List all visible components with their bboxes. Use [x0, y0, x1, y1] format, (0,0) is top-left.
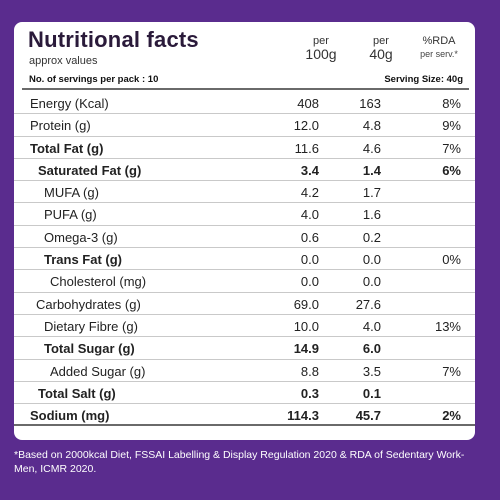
value-rda: 7% [442, 363, 461, 379]
value-rda: 0% [442, 252, 461, 268]
value-per-40g: 6.0 [362, 341, 381, 357]
value-per-100g: 4.0 [300, 207, 319, 223]
value-per-40g: 0.0 [362, 252, 381, 268]
nutrient-label: MUFA (g) [44, 185, 99, 201]
column-header-rda-line2: per serv.* [420, 49, 458, 59]
table-row: Energy (Kcal) 408 163 8% [14, 92, 475, 115]
table-row: Added Sugar (g) 8.8 3.5 7% [14, 360, 475, 382]
value-rda: 9% [442, 118, 461, 134]
table-row: Trans Fat (g) 0.0 0.0 0% [14, 248, 475, 271]
nutrient-label: Total Fat (g) [30, 140, 104, 156]
value-per-40g: 1.6 [362, 207, 381, 223]
servings-per-pack: No. of servings per pack : 10 [29, 74, 159, 85]
column-header-rda: %RDA per serv.* [410, 35, 468, 61]
value-per-100g: 8.8 [300, 363, 319, 379]
value-per-40g: 45.7 [355, 408, 381, 424]
column-header-per-100g-line1: per [313, 35, 329, 47]
column-header-per-40g: per 40g [356, 35, 406, 61]
nutrient-label: Saturated Fat (g) [38, 162, 142, 178]
value-per-100g: 69.0 [293, 296, 319, 312]
table-row: MUFA (g) 4.2 1.7 [14, 181, 475, 204]
value-per-100g: 0.0 [300, 252, 319, 268]
value-per-40g: 27.6 [355, 296, 381, 312]
nutrient-label: Total Salt (g) [38, 385, 116, 401]
nutrient-label: Energy (Kcal) [30, 96, 109, 111]
value-per-100g: 3.4 [300, 162, 319, 178]
table-row: Total Fat (g) 11.6 4.6 7% [14, 137, 475, 159]
column-header-rda-line1: %RDA [422, 35, 456, 47]
nutrient-label: Added Sugar (g) [50, 363, 146, 379]
value-per-40g: 0.0 [362, 274, 381, 290]
table-row: Omega-3 (g) 0.6 0.2 [14, 226, 475, 249]
approx-values-note: approx values [29, 55, 98, 67]
serving-size: Serving Size: 40g [384, 74, 463, 85]
column-header-per-100g-line2: 100g [305, 46, 337, 62]
header-divider [22, 88, 469, 90]
nutrient-label: PUFA (g) [44, 207, 97, 223]
nutrition-panel: Nutritional facts approx values No. of s… [14, 22, 475, 440]
value-per-40g: 3.5 [362, 363, 381, 379]
value-per-100g: 0.0 [300, 274, 319, 290]
value-rda: 13% [434, 318, 461, 334]
column-header-per-100g: per 100g [296, 35, 346, 61]
value-per-40g: 4.6 [362, 140, 381, 156]
value-per-100g: 11.6 [294, 140, 319, 156]
nutrient-label: Protein (g) [30, 118, 91, 134]
value-rda: 6% [442, 162, 461, 178]
table-row: Cholesterol (mg) 0.0 0.0 [14, 270, 475, 293]
table-row: PUFA (g) 4.0 1.6 [14, 203, 475, 226]
nutrient-label: Sodium (mg) [30, 408, 110, 424]
value-per-100g: 4.2 [300, 185, 319, 201]
value-per-100g: 12.0 [293, 118, 319, 134]
value-per-40g: 0.1 [362, 385, 381, 401]
value-per-100g: 14.9 [293, 341, 319, 357]
value-rda: 2% [442, 408, 461, 424]
value-per-40g: 0.2 [362, 229, 381, 245]
nutrition-table: Energy (Kcal) 408 163 8% Protein (g) 12.… [14, 92, 475, 427]
panel-title: Nutritional facts [28, 27, 199, 52]
value-per-100g: 0.3 [300, 385, 319, 401]
nutrient-label: Trans Fat (g) [44, 252, 123, 268]
table-row: Total Sugar (g) 14.9 6.0 [14, 337, 475, 360]
value-per-100g: 408 [297, 96, 319, 111]
column-header-per-40g-line1: per [373, 35, 389, 47]
value-per-40g: 1.4 [362, 162, 381, 178]
footnote: *Based on 2000kcal Diet, FSSAI Labelling… [14, 449, 465, 475]
value-per-40g: 1.7 [362, 185, 381, 201]
nutrient-label: Total Sugar (g) [44, 341, 135, 357]
nutrient-label: Carbohydrates (g) [36, 296, 141, 312]
nutrient-label: Cholesterol (mg) [50, 274, 147, 290]
table-row: Sodium (mg) 114.3 45.7 2% [14, 404, 475, 427]
table-row: Saturated Fat (g) 3.4 1.4 6% [14, 159, 475, 182]
value-per-40g: 4.0 [362, 318, 381, 334]
value-per-100g: 0.6 [300, 229, 319, 245]
value-per-40g: 4.8 [362, 118, 381, 134]
value-per-40g: 163 [359, 96, 381, 111]
nutrient-label: Omega-3 (g) [44, 229, 118, 245]
value-per-100g: 114.3 [287, 408, 319, 424]
table-row: Dietary Fibre (g) 10.0 4.0 13% [14, 315, 475, 338]
value-rda: 7% [442, 140, 461, 156]
table-row: Protein (g) 12.0 4.8 9% [14, 114, 475, 137]
table-row: Carbohydrates (g) 69.0 27.6 [14, 293, 475, 315]
nutrient-label: Dietary Fibre (g) [44, 318, 138, 334]
value-per-100g: 10.0 [293, 318, 319, 334]
column-header-per-40g-line2: 40g [369, 46, 393, 62]
table-row: Total Salt (g) 0.3 0.1 [14, 382, 475, 405]
value-rda: 8% [442, 96, 461, 111]
